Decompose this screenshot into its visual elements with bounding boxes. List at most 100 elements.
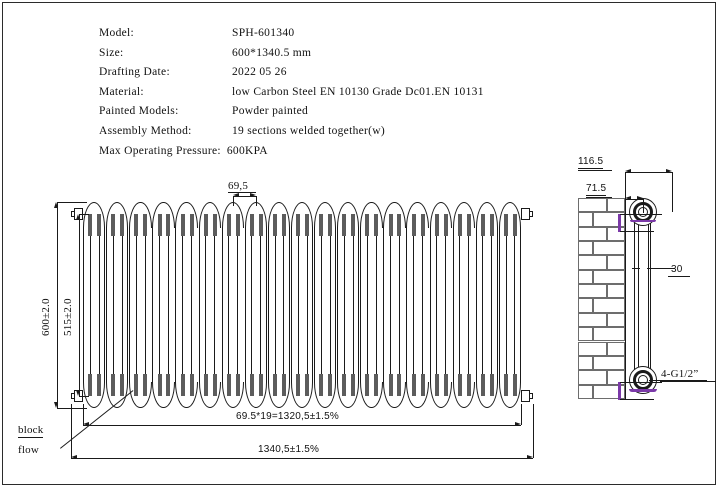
brick [578,370,608,385]
column-shade-bottom [411,374,416,396]
column-shade-bottom [249,374,254,396]
column-inner-tube [445,222,447,388]
column-shade-bottom [305,374,310,396]
ext-line-width-sections-right [521,404,523,425]
radiator-column [106,202,129,408]
specification-block: Model: SPH-601340 Size: 600*1340.5 mm Dr… [99,24,569,161]
column-inner-tube [112,222,114,388]
spec-row-size: Size: 600*1340.5 mm [99,44,569,64]
bracket-top-line [620,382,662,383]
column-inner-tube [89,222,91,388]
column-gap-mask [266,228,269,382]
column-outline [198,202,221,408]
brick [593,269,625,285]
ext-line-pitch-right [255,196,257,206]
column-shade-bottom [489,374,494,396]
column-shade-top [235,214,240,236]
column-gap-mask [104,228,107,382]
dim-arrow-pitch-left [232,193,239,198]
column-shade-bottom [512,374,517,396]
column-shade-bottom [273,374,278,396]
brick [578,355,594,371]
column-shade-bottom [281,374,286,396]
column-inner-tube [422,222,424,388]
dim-line-width-sections [83,425,522,426]
flow-note-flow: flow [18,444,39,456]
column-gap-mask [358,228,361,382]
brick [578,341,608,356]
column-shade-top [180,214,185,236]
column-shade-bottom [319,374,324,396]
brick [578,284,608,299]
column-shade-bottom [212,374,217,396]
column-inner-tube [182,222,184,388]
flow-note-block: block [18,424,44,438]
column-shade-bottom [180,374,185,396]
column-shade-top [374,214,379,236]
brick [607,370,625,385]
bracket-accent [618,382,621,400]
brick [607,284,625,299]
brick [593,327,625,342]
column-shade-bottom [134,374,139,396]
ext-line-depth-overall-left [625,172,626,200]
ext-line-width-overall-right [533,404,535,458]
end-cap-right-stub [529,211,534,217]
dimension-depth-overall-label: 116.5 [578,156,604,169]
column-shade-top [512,214,517,236]
column-gap-mask [174,228,177,382]
ext-line-depth-bracket-right [642,199,644,213]
wall-face-line [625,198,627,399]
radiator-column [290,202,314,408]
column-inner-tube [514,222,516,388]
column-gap-mask [405,228,408,382]
column-shade-bottom [388,374,393,396]
ext-line-height-overall-bottom [57,408,87,409]
port-thread-text: 4-G1/2” [661,368,699,382]
column-gap-mask [312,228,315,382]
radiator-column [360,202,383,408]
spec-value-material: low Carbon Steel EN 10130 Grade Dc01.EN … [232,85,484,98]
tube-width-text: 30 [671,264,683,277]
column-inner-tube [260,222,262,388]
brick [578,384,594,399]
ext-line-height-overall-top [57,202,87,203]
brick [578,241,594,256]
spec-row-max-pressure: Max Operating Pressure: 600KPA [99,142,569,162]
brick-row [578,312,625,328]
column-shade-bottom [296,374,301,396]
flow-note-line1: block [18,424,44,438]
spec-label-model: Model: [99,27,135,39]
port-accent-bottom [628,389,657,392]
column-shade-bottom [226,374,231,396]
wall-bracket-top [618,214,662,232]
column-outline [360,202,383,408]
column-inner-tube [491,222,493,388]
radiator-column [383,202,406,408]
dim-arrow-height-center-top [76,214,81,220]
column-shade-top [203,214,208,236]
end-cap-left-stub [71,393,75,399]
radiator-column [452,202,475,408]
column-gap-mask [382,228,385,382]
column-inner-tube [274,222,276,388]
column-shade-top [166,214,171,236]
spec-value-max-pressure: 600KPA [226,144,268,157]
dim-line-depth-overall [625,172,672,173]
column-shade-top [281,214,286,236]
dim-line-tube-width [647,268,675,269]
radiator-column [314,202,337,408]
port-ring-inner [637,375,648,385]
dim-arrow-width-sections-left [83,422,89,427]
column-shade-bottom [189,374,194,396]
brick-row [578,241,625,256]
ext-line-width-overall-left [71,404,72,458]
brick [578,212,594,227]
column-inner-tube [390,222,392,388]
dim-line-depth-bracket [625,199,643,200]
column-outline [175,202,198,408]
column-shade-bottom [457,374,462,396]
column-inner-tube [436,222,438,388]
radiator-column [475,202,499,408]
column-shade-top [258,214,263,236]
